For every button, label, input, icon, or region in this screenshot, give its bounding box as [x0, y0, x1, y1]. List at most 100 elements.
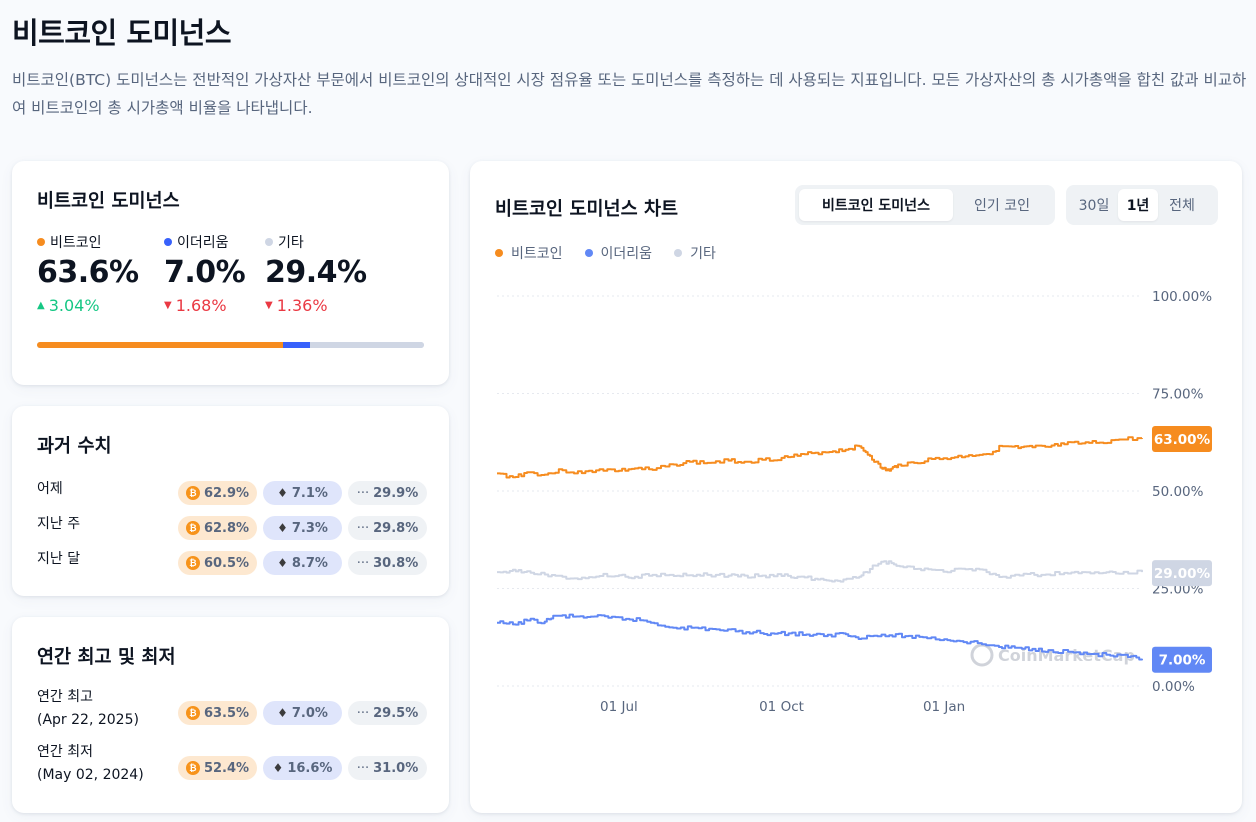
btc-value: 62.8%	[203, 520, 250, 536]
legend-dot-icon	[164, 238, 172, 246]
tab-range-2[interactable]: 전체	[1169, 198, 1195, 214]
yearly-card: 연간 최고 및 최저 연간 최고 (Apr 22, 2025) ₿ 63.5% ♦ 7.0…	[12, 617, 449, 813]
ethereum-icon: ♦	[277, 706, 288, 720]
btc-pill: ₿ 52.4%	[178, 756, 257, 780]
chart-legend-item[interactable]: 비트코인	[495, 243, 563, 263]
dominance-share-bar	[37, 342, 424, 348]
chart-legend-label: 기타	[690, 246, 716, 262]
more-dots-icon: ···	[356, 760, 370, 776]
bitcoin-icon: ₿	[185, 521, 200, 535]
eth-pill: ♦ 16.6%	[263, 756, 342, 780]
last-value-badge-bg	[1152, 425, 1212, 452]
tab-view-1[interactable]: 인기 코인	[974, 198, 1030, 214]
chart-legend-label: 이더리움	[600, 246, 653, 262]
bitcoin-icon: ₿	[185, 706, 200, 720]
more-dots-icon: ···	[356, 485, 370, 501]
history-card-title: 과거 수치	[37, 436, 112, 457]
dominance-change-value: 1.36%	[276, 296, 328, 315]
chart-view-tabs: 비트코인 도미넌스 인기 코인	[795, 185, 1055, 225]
other-pill: ··· 29.5%	[348, 701, 427, 725]
yearly-row-date: (May 02, 2024)	[37, 767, 144, 783]
ethereum-icon: ♦	[277, 521, 288, 535]
tab-range-1[interactable]: 1년	[1118, 189, 1158, 221]
chart-title: 비트코인 도미넌스 차트	[495, 199, 679, 220]
history-card: 과거 수치 어제 ₿ 62.9% ♦ 7.1% ··· 29.9% 지난 주 ₿ 62.8% ♦ 7.…	[12, 406, 449, 596]
history-row: 지난 주 ₿ 62.8% ♦ 7.3% ··· 29.8%	[37, 514, 427, 542]
tab-range-0[interactable]: 30일	[1078, 198, 1110, 214]
other-value: 29.9%	[373, 485, 419, 501]
eth-value: 7.1%	[291, 485, 328, 501]
bitcoin-icon: ₿	[185, 556, 200, 570]
more-dots-icon: ···	[356, 705, 370, 721]
dominance-card-title: 비트코인 도미넌스	[37, 191, 180, 212]
triangle-down-icon: ▼	[164, 300, 172, 311]
eth-value: 7.3%	[291, 520, 328, 536]
other-pill: ··· 29.9%	[348, 481, 427, 505]
value-pills: ₿ 62.9% ♦ 7.1% ··· 29.9%	[178, 481, 427, 505]
y-tick-label: 75.00%	[1152, 387, 1204, 403]
eth-value: 7.0%	[291, 705, 328, 721]
share-segment-others	[310, 342, 424, 348]
dominance-ethereum: 이더리움 7.0% ▼ 1.68%	[164, 233, 246, 315]
btc-pill: ₿ 62.8%	[178, 516, 257, 540]
chart-legend-label: 비트코인	[511, 246, 563, 262]
tab-view-0[interactable]: 비트코인 도미넌스	[799, 189, 953, 221]
last-value-text: 29.00%	[1154, 566, 1211, 582]
page-description: 비트코인(BTC) 도미넌스는 전반적인 가상자산 부문에서 비트코인의 상대적…	[12, 71, 1247, 117]
yearly-row: 연간 최고 (Apr 22, 2025) ₿ 63.5% ♦ 7.0% ··· 29.5%	[37, 685, 427, 733]
yearly-row: 연간 최저 (May 02, 2024) ₿ 52.4% ♦ 16.6% ··· 31.0%	[37, 740, 427, 788]
legend-dot-icon	[584, 249, 593, 257]
last-value-badge: 7.00%	[1152, 646, 1212, 673]
dominance-others: 기타 29.4% ▼ 1.36%	[265, 233, 367, 315]
last-value-text: 63.00%	[1154, 432, 1211, 448]
btc-pill: ₿ 62.9%	[178, 481, 257, 505]
share-segment-bitcoin	[37, 342, 284, 348]
btc-value: 52.4%	[203, 760, 250, 776]
last-value-badge: 29.00%	[1152, 560, 1212, 587]
yearly-row-label-wrap: 연간 최저 (May 02, 2024)	[37, 741, 144, 787]
dominance-legend-bitcoin: 비트코인	[37, 233, 139, 251]
eth-value: 8.7%	[291, 555, 328, 571]
dominance-change-value: 3.04%	[48, 296, 100, 315]
btc-value: 62.9%	[203, 485, 250, 501]
x-tick-label: 01 Jul	[600, 699, 638, 715]
other-value: 29.8%	[373, 520, 419, 536]
chart-legend-item[interactable]: 기타	[674, 243, 716, 263]
dominance-card: 비트코인 도미넌스 비트코인 63.6% ▲ 3.04% 이더리움 7.0% ▼ 1.68% 기…	[12, 161, 449, 385]
dominance-change: ▼ 1.68%	[164, 296, 245, 315]
bitcoin-icon: ₿	[185, 761, 200, 775]
eth-pill: ♦ 7.3%	[263, 516, 342, 540]
value-pills: ₿ 60.5% ♦ 8.7% ··· 30.8%	[178, 551, 427, 575]
yearly-row-label: 연간 최저	[37, 744, 93, 760]
series-line	[497, 436, 1143, 479]
chart-legend-item[interactable]: 이더리움	[584, 243, 653, 263]
chart-range-tabs: 30일 1년 전체	[1066, 185, 1218, 225]
dominance-label: 비트코인	[50, 235, 102, 251]
other-value: 31.0%	[373, 760, 419, 776]
chart-card: 비트코인 도미넌스 차트 비트코인 도미넌스 인기 코인 30일 1년 전체 비트코인…	[470, 161, 1242, 813]
dominance-value: 29.4%	[265, 255, 367, 290]
legend-dot-icon	[674, 249, 683, 257]
ethereum-icon: ♦	[272, 761, 284, 775]
other-pill: ··· 31.0%	[348, 756, 427, 780]
more-dots-icon: ···	[356, 520, 370, 536]
triangle-down-icon: ▼	[265, 300, 273, 311]
other-pill: ··· 29.8%	[348, 516, 427, 540]
dominance-change-value: 1.68%	[175, 296, 227, 315]
eth-pill: ♦ 8.7%	[263, 551, 342, 575]
dominance-bitcoin: 비트코인 63.6% ▲ 3.04%	[37, 233, 139, 315]
ethereum-icon: ♦	[277, 556, 288, 570]
other-value: 29.5%	[373, 705, 419, 721]
btc-pill: ₿ 60.5%	[178, 551, 257, 575]
yearly-row-label-wrap: 연간 최고 (Apr 22, 2025)	[37, 686, 139, 732]
dominance-label: 이더리움	[177, 235, 229, 251]
eth-value: 16.6%	[287, 760, 333, 776]
value-pills: ₿ 52.4% ♦ 16.6% ··· 31.0%	[178, 756, 427, 780]
legend-dot-icon	[495, 249, 503, 257]
ethereum-icon: ♦	[277, 486, 288, 500]
history-row: 어제 ₿ 62.9% ♦ 7.1% ··· 29.9%	[37, 479, 427, 507]
btc-value: 63.5%	[203, 705, 250, 721]
dominance-label: 기타	[278, 235, 304, 251]
btc-value: 60.5%	[203, 555, 250, 571]
legend-dot-icon	[265, 238, 273, 246]
